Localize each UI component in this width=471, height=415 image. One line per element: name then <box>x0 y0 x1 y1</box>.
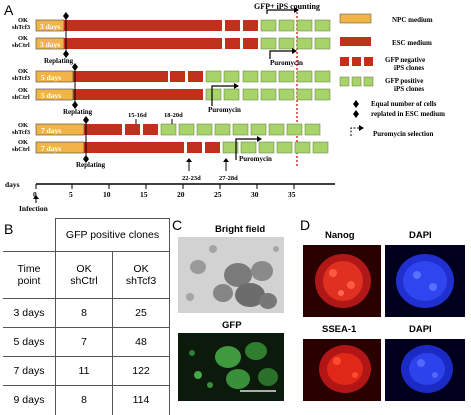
row6-label-line1: OK <box>18 139 28 146</box>
row5-label-line1: OK <box>18 122 28 129</box>
puromycin-label-3: Puromycin <box>239 155 272 163</box>
nanog-label: Nanog <box>325 230 355 241</box>
legend-esc-medium: ESC medium <box>392 39 432 47</box>
infection-label: Infection <box>19 204 49 213</box>
puromycin-label-2: Puromycin <box>208 106 241 114</box>
axis-tick-15: 15 <box>140 190 148 199</box>
legend-puromycin: Puromycin selection <box>373 130 433 138</box>
nanog-image <box>303 245 381 317</box>
cell-time: 5 days <box>3 327 56 357</box>
table-row: 7 days 11 122 <box>3 356 170 386</box>
table-row: 9 days 8 114 <box>3 385 170 415</box>
cell-shctrl: 11 <box>55 356 113 386</box>
replating-label-2: Replating <box>63 108 93 116</box>
row3-label-line1: OK <box>18 68 28 75</box>
panel-a-timeline: GFP+ iPS counting OK shTcf3 OK shCtrl 3 … <box>5 2 445 213</box>
gfp-image <box>178 333 284 401</box>
row5-label-line2: shTcf3 <box>12 129 31 136</box>
ssea1-label: SSEA-1 <box>322 324 357 335</box>
gfp-label: GFP <box>222 320 242 331</box>
cell-shctrl: 8 <box>55 298 113 328</box>
row5-npc-box-label: 7 days <box>41 126 61 135</box>
axis-tick-0: 0 <box>33 190 37 199</box>
legend-gfp-negative-2: iPS clones <box>394 64 424 72</box>
legend-gfp-positive: GFP positive <box>385 77 423 85</box>
table-header-gfp: GFP positive clones <box>55 218 170 252</box>
cell-time: 9 days <box>3 385 56 415</box>
replating-label-3: Replating <box>76 161 106 169</box>
axis-tick-20: 20 <box>177 190 185 199</box>
dapi-image-1 <box>385 245 465 317</box>
row6-label-line2: shCtrl <box>12 146 30 153</box>
row1-label-line2: shTcf3 <box>12 24 31 31</box>
axis-tick-35: 35 <box>288 190 296 199</box>
dapi-label-1: DAPI <box>409 230 432 241</box>
table-header-empty <box>3 218 56 252</box>
dapi-label-2: DAPI <box>409 324 432 335</box>
gfp-clones-table: GFP positive clones Time point OK shCtrl O… <box>3 218 170 415</box>
cell-time: 7 days <box>3 356 56 386</box>
panel-a-letter: A <box>4 2 14 18</box>
row3-npc-box-label: 5 days <box>41 73 61 82</box>
row1-npc-box-label: 3 days <box>40 22 60 31</box>
panel-c-letter: C <box>172 217 183 233</box>
header-time-point: Time point <box>3 251 56 299</box>
day-note-18-20: 18-20d <box>164 112 183 119</box>
legend-equal-cells: Equal number of cells <box>371 100 437 108</box>
row2-label-line2: shCtrl <box>12 42 30 49</box>
row4-label-line1: OK <box>18 87 28 94</box>
header-ok-shtcf3: OK shTcf3 <box>112 251 170 299</box>
axis-tick-10: 10 <box>103 190 111 199</box>
replating-label-1: Replating <box>44 57 74 65</box>
row3-label-line2: shTcf3 <box>12 75 31 82</box>
axis-label-days: days <box>5 180 20 189</box>
table-row: 3 days 8 25 <box>3 298 170 328</box>
row4-npc-box-label: 5 days <box>41 91 61 100</box>
row1-label-line1: OK <box>18 17 28 24</box>
bright-field-image <box>178 237 284 313</box>
row6-npc-box-label: 7 days <box>41 144 61 153</box>
header-ok-shctrl: OK shCtrl <box>55 251 113 299</box>
bright-field-label: Bright field <box>215 224 266 235</box>
cell-shtcf3: 122 <box>112 356 170 386</box>
cell-shtcf3: 25 <box>112 298 170 328</box>
table-row: 5 days 7 48 <box>3 327 170 357</box>
legend-npc-medium: NPC medium <box>392 16 433 24</box>
axis-tick-5: 5 <box>69 190 73 199</box>
legend-gfp-positive-2: iPS clones <box>394 85 424 93</box>
day-note-22-23: 22-23d <box>182 175 201 182</box>
ssea1-image <box>303 339 381 401</box>
legend-gfp-negative: GFP negative <box>385 56 425 64</box>
row2-label-line1: OK <box>18 35 28 42</box>
axis-tick-25: 25 <box>214 190 222 199</box>
cell-shctrl: 8 <box>55 385 113 415</box>
cell-shctrl: 7 <box>55 327 113 357</box>
gfp-counting-label: GFP+ iPS counting <box>254 2 320 11</box>
legend-equal-cells-2: replated in ESC medium <box>371 110 445 118</box>
cell-shtcf3: 114 <box>112 385 170 415</box>
puromycin-label-1: Puromycin <box>270 59 303 67</box>
cell-shtcf3: 48 <box>112 327 170 357</box>
panel-d-letter: D <box>300 217 311 233</box>
axis-tick-30: 30 <box>251 190 259 199</box>
day-note-27-28: 27-28d <box>219 175 238 182</box>
day-note-15-16: 15-16d <box>128 112 147 119</box>
row2-npc-box-label: 3 days <box>40 40 60 49</box>
row4-label-line2: shCtrl <box>12 94 30 101</box>
dapi-image-2 <box>385 339 465 401</box>
cell-time: 3 days <box>3 298 56 328</box>
